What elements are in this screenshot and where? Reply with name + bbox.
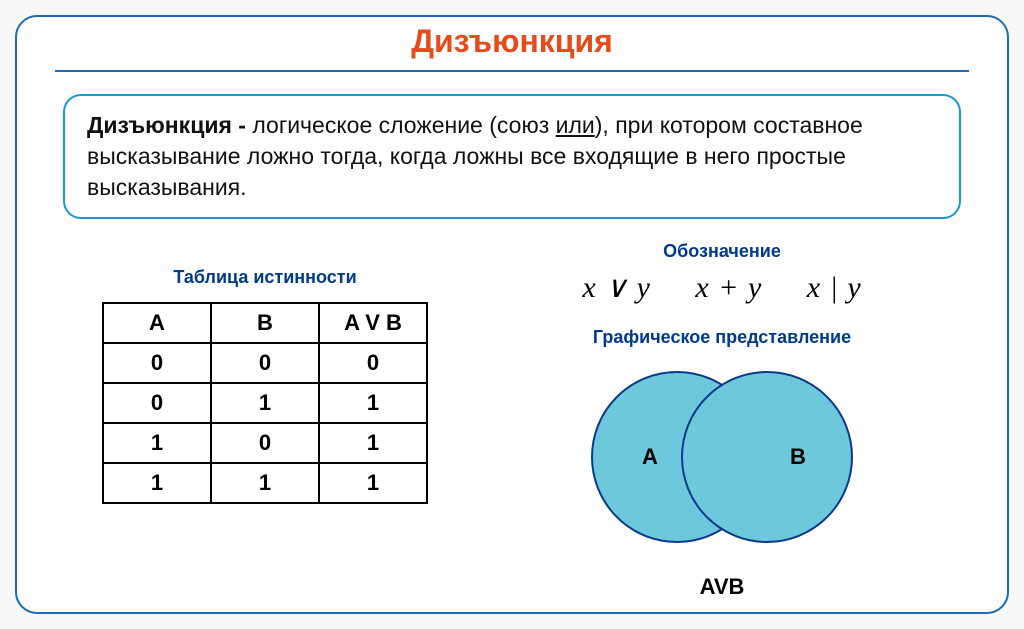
table-header: A: [103, 303, 211, 343]
table-header: B: [211, 303, 319, 343]
columns: Таблица истинности A B A V B 0 0 0: [45, 241, 979, 600]
title-rule: [55, 70, 969, 72]
table-header-row: A B A V B: [103, 303, 427, 343]
table-cell: 1: [211, 383, 319, 423]
venn-label-a: A: [642, 444, 658, 470]
table-cell: 0: [211, 343, 319, 383]
page-title: Дизъюнкция: [399, 23, 625, 64]
definition-part1: логическое сложение (союз: [252, 112, 555, 138]
venn-diagram: A B: [562, 362, 882, 572]
title-wrap: Дизъюнкция: [45, 23, 979, 64]
table-cell: 0: [103, 343, 211, 383]
truth-table-heading: Таблица истинности: [75, 267, 455, 288]
notation-forms: x ∨ y x + y x | y: [495, 270, 949, 305]
venn-bottom-label: AVB: [495, 574, 949, 600]
table-header: A V B: [319, 303, 427, 343]
table-cell: 1: [319, 463, 427, 503]
definition-underlined: или: [556, 112, 595, 138]
column-right: Обозначение x ∨ y x + y x | y Графическо…: [495, 241, 949, 600]
notation-form: x | y: [807, 271, 862, 304]
table-cell: 0: [319, 343, 427, 383]
table-row: 1 1 1: [103, 463, 427, 503]
slide: Дизъюнкция Дизъюнкция - логическое сложе…: [15, 15, 1009, 614]
venn-heading: Графическое представление: [495, 327, 949, 348]
table-cell: 0: [103, 383, 211, 423]
notation-heading: Обозначение: [495, 241, 949, 262]
table-body: 0 0 0 0 1 1 1 0 1 1: [103, 343, 427, 503]
venn-label-b: B: [790, 444, 806, 470]
table-row: 0 1 1: [103, 383, 427, 423]
venn-svg: [562, 362, 882, 552]
notation-form: x ∨ y: [582, 271, 651, 304]
table-row: 1 0 1: [103, 423, 427, 463]
column-left: Таблица истинности A B A V B 0 0 0: [75, 241, 455, 600]
table-cell: 1: [319, 423, 427, 463]
table-cell: 1: [319, 383, 427, 423]
table-cell: 0: [211, 423, 319, 463]
table-row: 0 0 0: [103, 343, 427, 383]
venn-circle-b: [682, 372, 852, 542]
table-cell: 1: [211, 463, 319, 503]
truth-table: A B A V B 0 0 0 0 1 1: [102, 302, 428, 504]
table-cell: 1: [103, 423, 211, 463]
definition-lead: Дизъюнкция -: [87, 112, 252, 138]
definition-box: Дизъюнкция - логическое сложение (союз и…: [63, 94, 961, 219]
notation-form: x + y: [695, 271, 762, 304]
table-cell: 1: [103, 463, 211, 503]
